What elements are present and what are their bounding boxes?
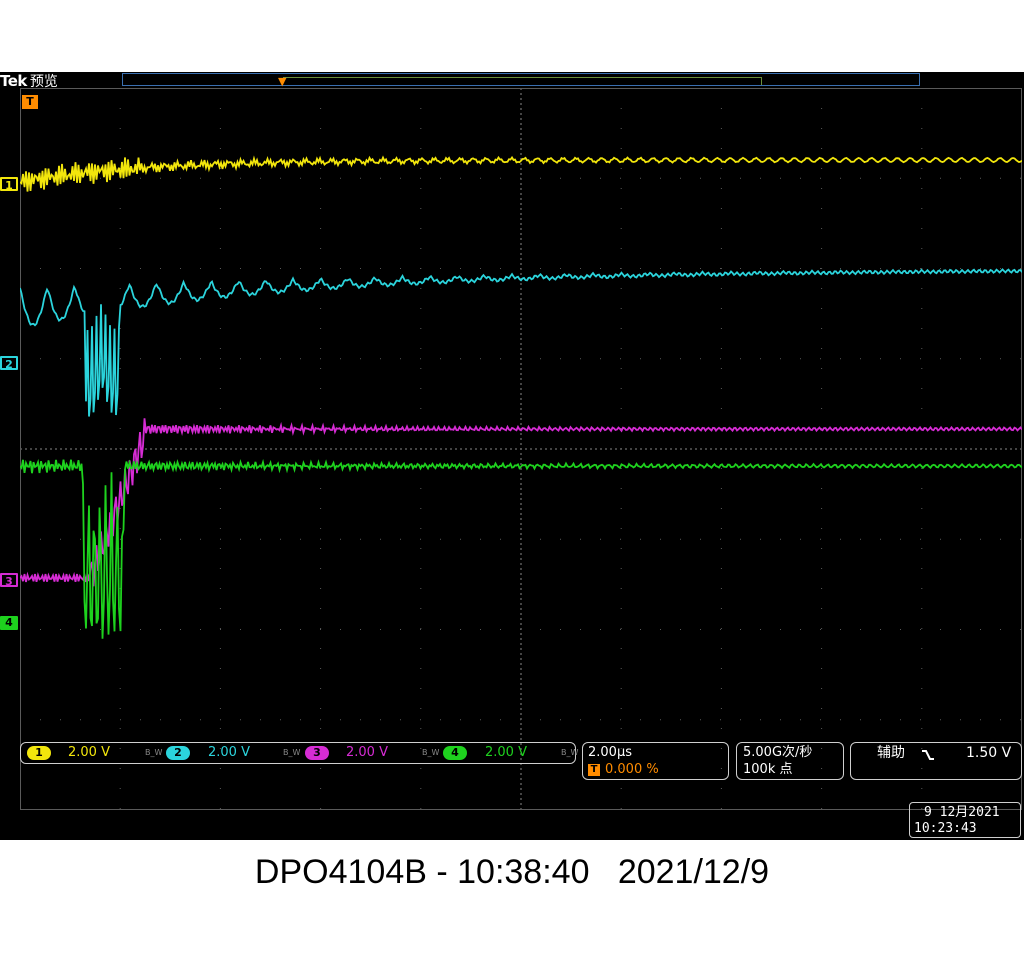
ch4-scale: 2.00 V — [485, 745, 527, 760]
ch3-bandwidth-icon: B_W — [422, 748, 440, 757]
waveforms — [20, 155, 1022, 639]
record-length: 100k 点 — [743, 762, 793, 777]
ch3-chip[interactable]: 3 — [305, 746, 329, 760]
trigger-readout[interactable]: 辅助 1.50 V — [850, 742, 1022, 780]
trigger-level: 1.50 V — [966, 745, 1012, 761]
trigger-icon: T — [588, 764, 600, 776]
brand-label: Tek 预览 — [0, 72, 58, 91]
vertical-scale-bar[interactable]: 1 2.00 V B_W 2 2.00 V B_W 3 2.00 V B_W 4… — [20, 742, 579, 764]
trigger-time-marker[interactable]: T — [22, 95, 38, 109]
tek-logo: Tek — [0, 72, 27, 90]
ch3-trace — [20, 418, 1022, 587]
ch2-trace — [20, 268, 1022, 417]
ch2-bandwidth-icon: B_W — [283, 748, 301, 757]
sample-rate: 5.00G次/秒 — [743, 745, 813, 760]
trigger-position: 0.000 % — [605, 762, 659, 777]
ch1-bandwidth-icon: B_W — [145, 748, 163, 757]
channel-4-marker[interactable]: 4 — [0, 616, 18, 630]
ch2-scale: 2.00 V — [208, 745, 250, 760]
channel-2-marker[interactable]: 2 — [0, 356, 18, 371]
screenshot-caption: DPO4104B - 10:38:40 2021/12/9 — [254, 853, 770, 891]
record-overview-bar[interactable] — [122, 73, 920, 86]
acquisition-readout[interactable]: 5.00G次/秒 100k 点 — [736, 742, 844, 780]
ch4-chip[interactable]: 4 — [443, 746, 467, 760]
trigger-source: 辅助 — [877, 745, 905, 761]
falling-edge-icon — [922, 750, 934, 760]
ch1-scale: 2.00 V — [68, 745, 110, 760]
horizontal-readout[interactable]: 2.00µs T 0.000 % — [582, 742, 729, 780]
trigger-position-icon: ▼ — [278, 75, 287, 88]
graticule-display — [20, 88, 1022, 810]
ch1-trace — [20, 155, 1022, 192]
ch4-trace — [20, 458, 1022, 639]
ch4-bandwidth-icon: B_W — [561, 748, 579, 757]
mode-label: 预览 — [29, 74, 58, 90]
ch2-chip[interactable]: 2 — [166, 746, 190, 760]
time-per-div: 2.00µs — [588, 745, 632, 760]
record-overview-window — [283, 77, 762, 85]
oscilloscope-screen: Tek 预览 ▼ T 1 2 3 4 1 2.00 V B_W 2 2.00 V … — [0, 72, 1024, 840]
channel-1-marker[interactable]: 1 — [0, 177, 18, 192]
channel-3-marker[interactable]: 3 — [0, 573, 18, 588]
time: 10:23:43 — [914, 821, 977, 836]
datetime-readout: 9 12月2021 10:23:43 — [909, 802, 1021, 838]
date: 9 12月2021 — [924, 805, 1000, 820]
graticule-grid — [20, 88, 1022, 810]
ch1-chip[interactable]: 1 — [27, 746, 51, 760]
ch3-scale: 2.00 V — [346, 745, 388, 760]
